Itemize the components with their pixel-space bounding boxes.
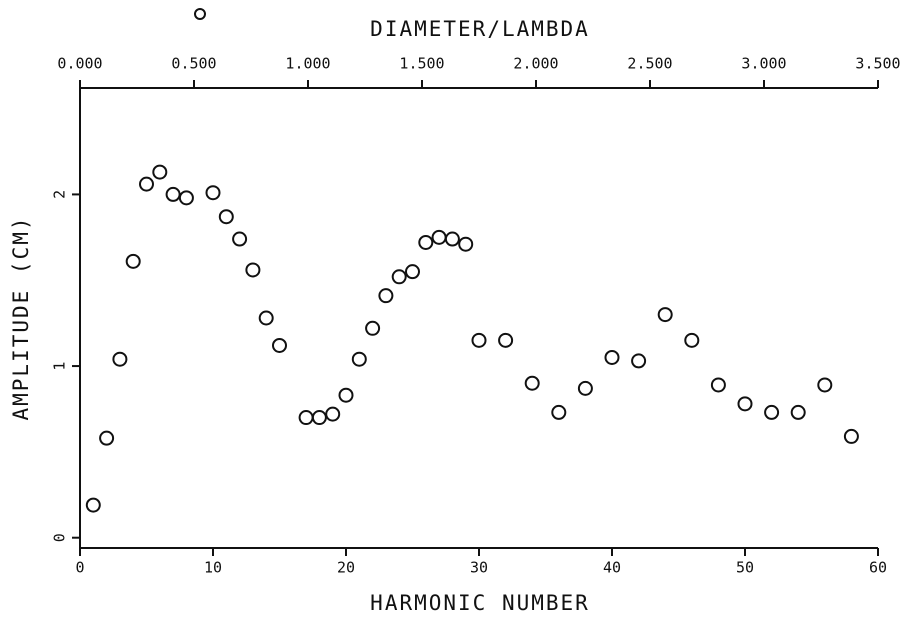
point: [298, 410, 314, 426]
x-tick-label: 10: [204, 559, 222, 577]
point: [458, 236, 474, 252]
point: [684, 332, 700, 348]
x2-tick-label: 2.000: [513, 55, 558, 73]
point: [205, 185, 221, 201]
y-axis-label: AMPLITUDE (CM): [9, 215, 33, 420]
x2-tick-label: 0.500: [171, 55, 216, 73]
point: [378, 288, 394, 304]
point: [471, 332, 487, 348]
point: [710, 377, 726, 393]
point: [843, 428, 859, 444]
x-tick-label: 50: [736, 559, 754, 577]
point: [112, 351, 128, 367]
point: [152, 164, 168, 180]
point: [431, 229, 447, 245]
point: [311, 410, 327, 426]
point: [790, 404, 806, 420]
point: [351, 351, 367, 367]
point: [551, 404, 567, 420]
point: [85, 497, 101, 513]
scan-mark: [194, 8, 206, 20]
x-tick-label: 30: [470, 559, 488, 577]
point: [444, 231, 460, 247]
point: [99, 430, 115, 446]
point: [604, 349, 620, 365]
x2-tick-label: 2.500: [627, 55, 672, 73]
point: [657, 307, 673, 323]
x2-tick-label: 1.500: [399, 55, 444, 73]
point: [272, 337, 287, 353]
point: [325, 406, 341, 422]
y-tick-label: 2: [51, 190, 69, 199]
point: [737, 396, 753, 412]
x-tick-label: 40: [603, 559, 621, 577]
x2-tick-label: 0.000: [57, 55, 102, 73]
point: [178, 190, 194, 206]
point: [139, 176, 154, 192]
y-tick-label: 1: [51, 362, 69, 371]
x-tick-label: 20: [337, 559, 355, 577]
x2-tick-label: 3.500: [855, 55, 900, 73]
point: [338, 387, 354, 403]
point: [418, 234, 434, 250]
chart-title: DIAMETER/LAMBDA: [370, 17, 590, 41]
point: [524, 375, 540, 391]
point: [218, 209, 234, 225]
point: [405, 264, 420, 280]
point: [498, 332, 514, 348]
point: [817, 377, 833, 393]
y-tick-label: 0: [51, 533, 69, 542]
point: [391, 269, 407, 285]
x-axis-label: HARMONIC NUMBER: [370, 591, 590, 615]
point: [125, 253, 141, 269]
point: [245, 262, 261, 278]
x2-tick-label: 3.000: [741, 55, 786, 73]
point: [577, 380, 593, 396]
x-tick-label: 60: [869, 559, 887, 577]
point: [258, 310, 274, 326]
point: [165, 186, 181, 202]
point: [365, 320, 381, 336]
x2-tick-label: 1.000: [285, 55, 330, 73]
point: [232, 231, 248, 247]
x-tick-label: 0: [75, 559, 84, 577]
point: [764, 404, 780, 420]
point: [631, 353, 647, 369]
